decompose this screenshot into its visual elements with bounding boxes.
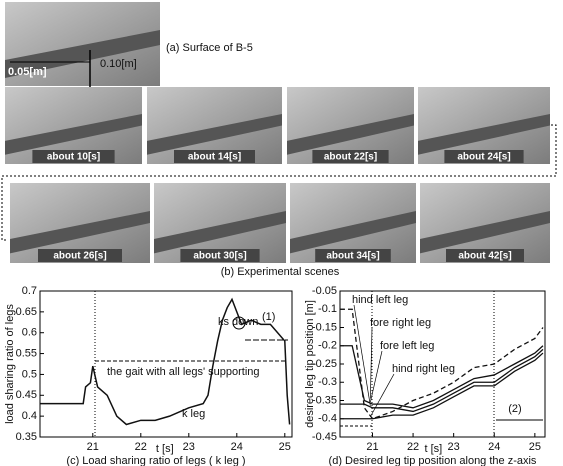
annotation: k leg [182, 408, 205, 420]
scene-label: about 42[s] [458, 251, 511, 262]
y-tick-label: 0.6 [22, 327, 37, 339]
annotation: ks down [218, 316, 258, 328]
y-tick-label: 0.55 [16, 347, 37, 359]
annotation: the gait with all legs' supporting [107, 366, 260, 378]
y-axis-label: load sharing ratio of legs [4, 304, 16, 424]
caption-strip [315, 249, 391, 262]
surface-label: 0.10[m] [100, 58, 137, 70]
photo-detail [418, 113, 550, 155]
plot-frame [39, 290, 293, 438]
y-tick-label: -0.35 [312, 394, 337, 406]
caption-strip [312, 150, 389, 163]
scene-label: about 10[s] [47, 152, 100, 163]
x-tick-label: 23 [183, 441, 195, 453]
photo-detail [5, 30, 160, 78]
y-tick-label: 0.7 [22, 285, 37, 297]
x-tick-label: 21 [87, 441, 99, 453]
data-line [40, 297, 291, 426]
x-tick-label: 23 [448, 441, 460, 453]
highlight-circle [232, 316, 246, 330]
label-pointer [370, 350, 383, 403]
y-tick-label: -0.1 [318, 303, 337, 315]
surface-label: 0.05[m] [8, 66, 47, 78]
x-axis-label: t [s] [424, 443, 442, 455]
caption-strip [180, 249, 260, 262]
caption-strip [174, 150, 255, 163]
series-label: fore right leg [370, 317, 431, 329]
annotation: (2) [508, 403, 521, 415]
sequence-arrow [1, 124, 557, 241]
x-tick-label: 25 [529, 441, 541, 453]
annotation: (1) [262, 311, 275, 323]
caption-strip [444, 150, 524, 163]
series-label: hind right leg [392, 363, 455, 375]
y-tick-label: 0.65 [16, 306, 37, 318]
y-tick-label: -0.45 [312, 431, 337, 443]
x-tick-label: 22 [135, 441, 147, 453]
caption: (c) Load sharing ratio of legs ( k leg ) [66, 455, 245, 466]
x-tick-label: 25 [279, 441, 291, 453]
caption-strip [38, 249, 122, 262]
caption-strip [446, 249, 524, 262]
data-line [340, 348, 544, 413]
x-tick-label: 24 [231, 441, 243, 453]
caption: (a) Surface of B-5 [166, 42, 253, 54]
series-label: hind left leg [352, 294, 408, 306]
photo-detail [420, 211, 550, 254]
scene-label: about 30[s] [193, 251, 246, 262]
scene-label: about 22[s] [324, 152, 377, 163]
photo-detail [5, 113, 142, 155]
scene-label: about 14[s] [188, 152, 241, 163]
y-tick-label: -0.25 [312, 358, 337, 370]
photo-detail [154, 211, 286, 254]
y-tick-label: 0.4 [22, 410, 37, 422]
scene-label: about 26[s] [53, 251, 106, 262]
photo-detail [290, 211, 416, 254]
y-tick-label: -0.4 [318, 413, 337, 425]
y-tick-label: 0.35 [16, 431, 37, 443]
label-pointer [370, 373, 395, 417]
y-tick-label: -0.05 [312, 285, 337, 297]
x-tick-label: 21 [366, 441, 378, 453]
x-axis-label: t [s] [156, 443, 174, 455]
y-tick-label: -0.3 [318, 376, 337, 388]
scene-label: about 24[s] [457, 152, 510, 163]
photo-detail [287, 113, 414, 155]
photo-detail [10, 211, 150, 254]
data-line [340, 352, 544, 420]
series-label: fore left leg [380, 340, 434, 352]
data-line [340, 345, 544, 409]
y-tick-label: 0.45 [16, 389, 37, 401]
x-tick-label: 24 [488, 441, 500, 453]
photo-detail [147, 113, 282, 155]
scene-label: about 34[s] [326, 251, 379, 262]
y-tick-label: -0.15 [312, 321, 337, 333]
y-tick-label: -0.2 [318, 340, 337, 352]
label-pointer [353, 304, 371, 406]
caption: (d) Desired leg tip position along the z… [329, 455, 537, 466]
x-tick-label: 22 [407, 441, 419, 453]
caption: (b) Experimental scenes [221, 266, 340, 278]
y-axis-label: desired leg tip position [m] [304, 300, 316, 428]
y-tick-label: 0.5 [22, 368, 37, 380]
caption-strip [32, 150, 115, 163]
